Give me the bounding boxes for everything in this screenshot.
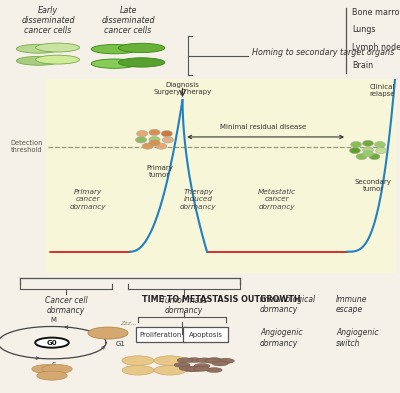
Text: Secondary
tumor: Secondary tumor [355, 179, 392, 192]
Circle shape [35, 338, 69, 348]
Text: Angiogenic
switch: Angiogenic switch [336, 328, 379, 348]
Text: Proliferation: Proliferation [140, 332, 182, 338]
Circle shape [161, 130, 172, 137]
Circle shape [136, 137, 147, 143]
Circle shape [356, 154, 367, 160]
Circle shape [369, 154, 380, 160]
Circle shape [186, 367, 202, 371]
Circle shape [136, 130, 148, 137]
Text: Apoptosis: Apoptosis [189, 332, 223, 338]
FancyBboxPatch shape [136, 327, 186, 342]
Text: Minimal residual disease: Minimal residual disease [220, 124, 306, 130]
Text: Clinical
relapse: Clinical relapse [369, 84, 395, 97]
Text: Immunological
dormancy: Immunological dormancy [260, 295, 316, 314]
Circle shape [42, 364, 72, 374]
Text: TIME TO METASTASIS OUTGROWTH: TIME TO METASTASIS OUTGROWTH [142, 294, 300, 303]
Circle shape [183, 367, 199, 372]
Circle shape [194, 366, 210, 371]
Circle shape [350, 147, 360, 154]
Circle shape [88, 327, 128, 339]
Circle shape [218, 358, 234, 363]
Text: Bone marrow: Bone marrow [352, 7, 400, 17]
Text: Late
disseminated
cancer cells: Late disseminated cancer cells [101, 6, 155, 35]
Circle shape [16, 44, 60, 53]
Circle shape [374, 141, 385, 147]
Text: Zzz...: Zzz... [120, 321, 137, 327]
Circle shape [162, 137, 174, 143]
Circle shape [179, 366, 195, 371]
Circle shape [32, 364, 62, 374]
Circle shape [206, 358, 222, 362]
Text: Immune
escape: Immune escape [336, 295, 368, 314]
Text: G1: G1 [116, 341, 126, 347]
Circle shape [91, 59, 138, 68]
Circle shape [118, 43, 165, 53]
Circle shape [37, 371, 67, 380]
Circle shape [149, 136, 160, 143]
Circle shape [191, 366, 207, 371]
FancyBboxPatch shape [183, 327, 228, 342]
Text: Primary
cancer
dormancy: Primary cancer dormancy [70, 189, 106, 210]
Circle shape [122, 365, 154, 375]
Text: M: M [50, 318, 56, 323]
Circle shape [186, 358, 202, 362]
Text: G0: G0 [47, 340, 57, 346]
Circle shape [177, 358, 193, 363]
Text: Lungs: Lungs [352, 25, 376, 34]
Text: S: S [51, 362, 55, 368]
Text: Therapy
induced
dormancy: Therapy induced dormancy [180, 189, 216, 210]
Text: Primary
tumor: Primary tumor [146, 165, 173, 178]
Circle shape [217, 359, 233, 364]
Text: Diagnosis
Surgery/Therapy: Diagnosis Surgery/Therapy [153, 81, 212, 95]
Circle shape [156, 143, 167, 149]
Circle shape [142, 143, 153, 149]
Text: Early
disseminated
cancer cells: Early disseminated cancer cells [21, 6, 75, 35]
Circle shape [212, 361, 228, 366]
Circle shape [206, 367, 222, 373]
Circle shape [376, 147, 386, 154]
Text: Cancer cell
dormancy: Cancer cell dormancy [45, 296, 87, 315]
Circle shape [174, 362, 190, 367]
Text: Brain: Brain [352, 61, 373, 70]
Circle shape [205, 358, 221, 364]
Text: Metastatic
cancer
dormancy: Metastatic cancer dormancy [258, 189, 296, 210]
Text: Angiogenic
dormancy: Angiogenic dormancy [260, 328, 303, 348]
Circle shape [362, 147, 374, 153]
Text: Detection
threshold: Detection threshold [10, 140, 42, 153]
Circle shape [196, 358, 212, 363]
Circle shape [194, 364, 210, 368]
Circle shape [149, 140, 160, 146]
Circle shape [351, 141, 362, 147]
Circle shape [362, 151, 374, 156]
Text: Homing to secondary target organs: Homing to secondary target organs [252, 48, 394, 57]
Circle shape [122, 356, 154, 365]
Circle shape [16, 56, 60, 65]
Circle shape [149, 129, 160, 136]
Circle shape [36, 55, 80, 64]
Circle shape [154, 365, 186, 375]
Circle shape [91, 44, 138, 54]
Text: Lymph nodes: Lymph nodes [352, 43, 400, 52]
Circle shape [36, 43, 80, 52]
Circle shape [362, 140, 374, 146]
Circle shape [154, 356, 186, 365]
Text: Tumor mass
dormancy: Tumor mass dormancy [161, 296, 207, 315]
Circle shape [118, 58, 165, 67]
